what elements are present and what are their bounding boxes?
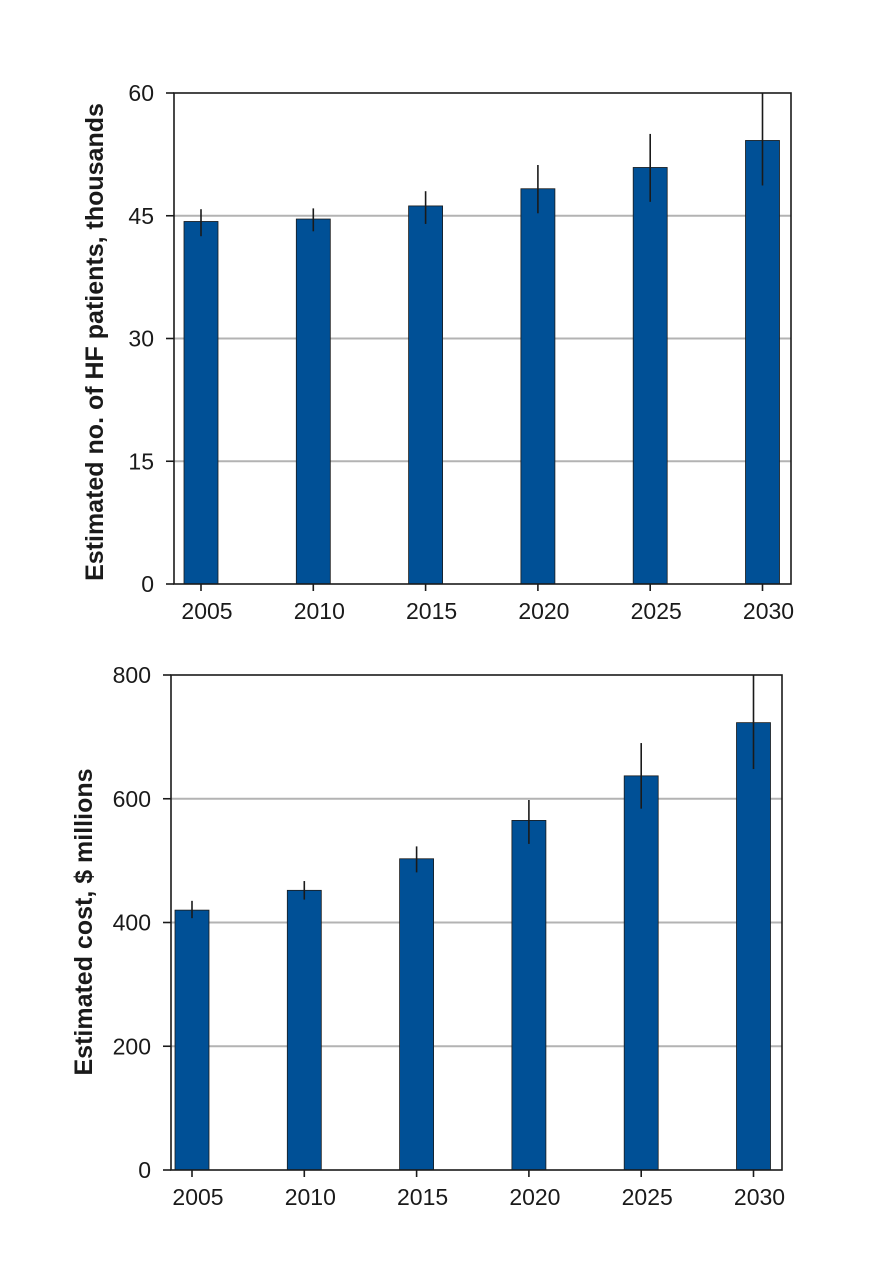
- x-tick-label: 2010: [294, 598, 345, 624]
- y-tick-label: 800: [113, 662, 151, 688]
- y-tick-label: 60: [128, 80, 154, 106]
- bar-2010: [295, 218, 331, 585]
- x-tick-label: 2020: [509, 1184, 560, 1210]
- y-tick-label: 400: [113, 910, 151, 936]
- x-tick-label: 2020: [518, 598, 569, 624]
- bar-2005: [174, 909, 210, 1171]
- bar-2030: [736, 722, 771, 1171]
- y-tick-label: 0: [138, 1157, 151, 1183]
- bar-2015: [399, 858, 435, 1171]
- y-tick-label: 600: [113, 786, 151, 812]
- x-tick-label: 2030: [743, 598, 794, 624]
- x-tick-label: 2030: [734, 1184, 785, 1210]
- x-tick-label: 2005: [172, 1184, 223, 1210]
- y-tick-label: 15: [128, 448, 154, 474]
- x-tick-label: 2010: [285, 1184, 336, 1210]
- bar-2025: [632, 167, 668, 585]
- x-tick-label: 2015: [406, 598, 457, 624]
- y-axis-label: Estimated cost, $ millions: [70, 768, 98, 1075]
- x-tick-label: 2005: [181, 598, 232, 624]
- bar-2010: [286, 889, 322, 1171]
- patients-chart-panel: Estimated no. of HF patients, thousands …: [81, 80, 794, 624]
- x-tick-label: 2015: [397, 1184, 448, 1210]
- y-tick-label: 0: [141, 571, 154, 597]
- bar-2015: [408, 205, 444, 585]
- bar-2030: [745, 140, 780, 585]
- y-tick-label: 30: [128, 326, 154, 352]
- bar-2025: [623, 775, 659, 1171]
- bar-2020: [520, 188, 556, 585]
- bar-2005: [183, 221, 219, 585]
- x-tick-label: 2025: [631, 598, 682, 624]
- y-tick-label: 200: [113, 1033, 151, 1059]
- cost-chart-panel: Estimated cost, $ millions 0 200 400 600 800…: [70, 662, 785, 1210]
- bar-2020: [511, 820, 547, 1171]
- y-tick-label: 45: [128, 203, 154, 229]
- x-tick-label: 2025: [622, 1184, 673, 1210]
- y-axis-label: Estimated no. of HF patients, thousands: [81, 103, 109, 581]
